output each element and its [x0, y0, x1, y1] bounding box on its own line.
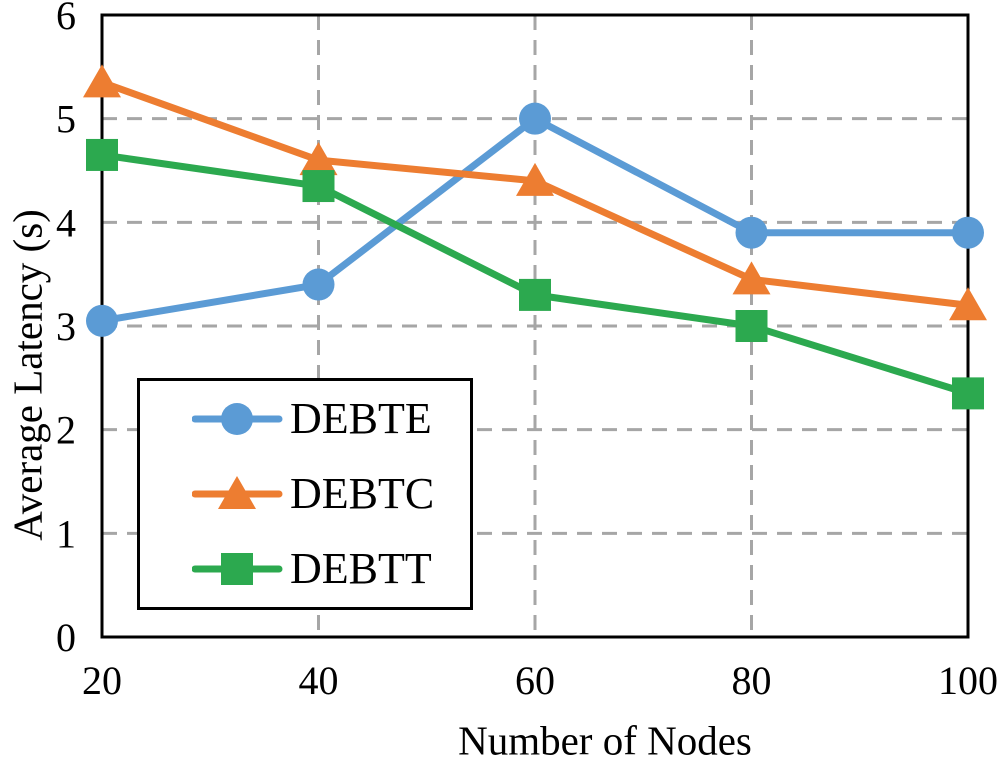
- data-point-debtc: [83, 64, 121, 98]
- y-tick-label: 1: [56, 511, 76, 556]
- data-point-debtc: [732, 261, 771, 295]
- data-point-debtc: [949, 287, 987, 321]
- data-point-debtt: [302, 170, 335, 203]
- legend-label-debtt: DEBTT: [290, 544, 432, 594]
- legend-label-debtc: DEBTC: [290, 468, 435, 518]
- x-axis-title: Number of Nodes: [458, 717, 752, 764]
- data-point-debtc: [516, 162, 554, 196]
- legend: DEBTE DEBTC DEBTT: [137, 378, 473, 610]
- data-point-debtt: [952, 377, 984, 410]
- data-point-debte: [735, 216, 768, 249]
- data-point-debte: [952, 216, 984, 249]
- legend-label-debte: DEBTE: [290, 393, 432, 443]
- legend-swatch-marker-debtc: [218, 475, 256, 509]
- data-point-debte: [302, 268, 335, 301]
- y-tick-label: 5: [56, 97, 76, 142]
- legend-entry-debtc: DEBTC: [192, 471, 470, 517]
- x-tick-label: 80: [732, 658, 772, 703]
- data-point-debte: [86, 304, 118, 337]
- legend-entry-debtt: DEBTT: [192, 546, 470, 592]
- data-point-debtt: [86, 138, 118, 171]
- x-tick-label: 100: [938, 658, 998, 703]
- square-marker-icon: [192, 553, 283, 586]
- data-point-debtc: [299, 142, 338, 176]
- y-tick-label: 4: [56, 200, 76, 245]
- x-tick-label: 20: [82, 658, 122, 703]
- legend-swatch-marker-debte: [221, 402, 253, 435]
- x-tick-label: 40: [299, 658, 339, 703]
- y-axis-title: Average Latency (s): [4, 209, 51, 541]
- x-tick-label: 60: [515, 658, 555, 703]
- data-point-debtt: [519, 278, 551, 311]
- data-point-debtt: [735, 310, 768, 342]
- y-tick-label: 3: [56, 304, 76, 349]
- y-tick-label: 0: [56, 615, 76, 660]
- legend-entry-debte: DEBTE: [192, 396, 470, 442]
- y-tick-label: 6: [56, 0, 76, 38]
- data-point-debte: [519, 102, 551, 135]
- circle-marker-icon: [192, 402, 283, 435]
- y-tick-label: 2: [56, 408, 76, 453]
- triangle-marker-icon: [192, 475, 283, 509]
- legend-swatch-marker-debtt: [221, 553, 253, 586]
